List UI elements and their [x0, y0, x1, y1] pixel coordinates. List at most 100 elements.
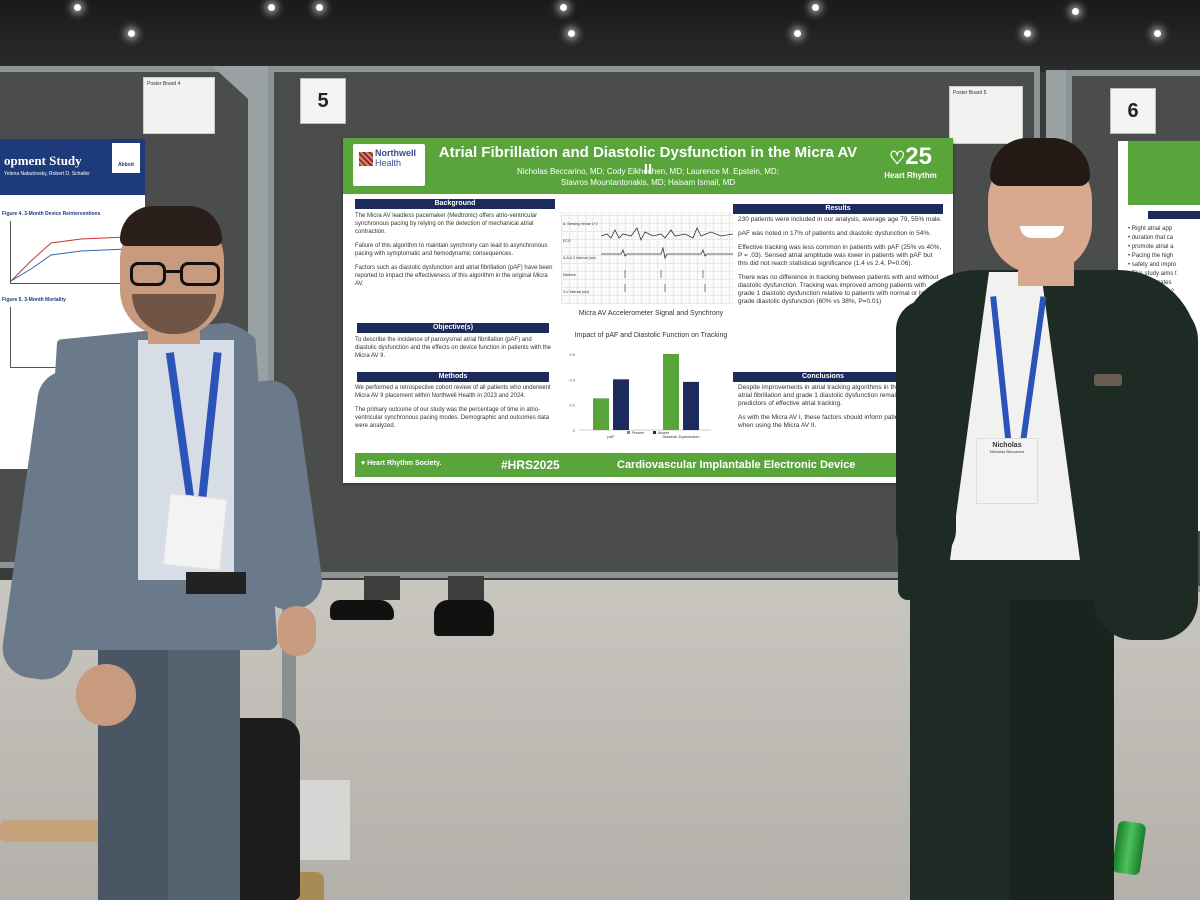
left-poster-chart	[10, 221, 128, 284]
left-person-hair	[120, 206, 222, 246]
glasses-lens	[180, 262, 220, 286]
legend-label: Present	[632, 431, 644, 435]
bar-paf-present	[593, 398, 609, 430]
right-person-smile	[1020, 226, 1064, 238]
conclusions-heading: Conclusions	[733, 372, 913, 382]
board-number-6: 6	[1110, 88, 1156, 134]
poster-authors: Nicholas Beccarino, MD; Cody Elkhechen, …	[517, 167, 779, 187]
ceiling-light	[794, 30, 801, 37]
conclusions-text: Despite improvements in atrial tracking …	[738, 384, 935, 429]
left-person-belt	[186, 572, 246, 594]
ceiling-light	[128, 30, 135, 37]
right-poster-line: • duration that ca	[1128, 235, 1174, 241]
objectives-heading: Objective(s)	[357, 323, 549, 333]
legend-swatch	[627, 431, 630, 434]
ecg-label: ECG	[563, 239, 571, 243]
figure1-caption: Micra AV Accelerometer Signal and Synchr…	[578, 310, 724, 317]
cardboard-tube	[0, 820, 104, 842]
ecg-label: V-V Interval (ms)	[563, 290, 590, 294]
left-poster-figure-label: Figure 4. 3-Month Device Reinterventions	[2, 211, 101, 217]
ceiling-light	[268, 4, 275, 11]
right-person-arm	[896, 300, 956, 560]
ceiling-light	[1072, 8, 1079, 15]
methods-text: We performed a retrospective cohort revi…	[355, 385, 551, 429]
accelerometer-ecg-figure: A. Sensing Vector 1+2 ECG A-A & V Interval…	[561, 212, 733, 304]
background-text: The Micra AV leadless pacemaker (Medtron…	[355, 213, 553, 287]
glasses-lens	[130, 262, 166, 286]
poster-board-card: Poster Board 5	[949, 86, 1023, 144]
bar-category-label: Diastolic Dysfunction	[662, 434, 699, 439]
poster-footer: ♥ Heart Rhythm Society. #HRS2025 Cardiov…	[355, 453, 941, 477]
ecg-label: A. Sensing Vector 1+2	[563, 222, 598, 226]
northwell-logo: Northwell Health	[353, 144, 425, 186]
ceiling-light	[316, 4, 323, 11]
ceiling	[0, 0, 1200, 72]
left-poster-title: opment Study	[4, 153, 82, 168]
bar-diastolic-dysfunction-absent	[683, 381, 699, 430]
poster-title: Atrial Fibrillation and Diastolic Dysfun…	[438, 144, 858, 178]
left-poster-chart-lines	[10, 236, 128, 282]
ceiling-light	[74, 4, 81, 11]
right-poster-line: • safety and impro	[1128, 262, 1177, 268]
poster-board-card: Poster Board 4	[143, 77, 215, 134]
bar-y-tick: 0.6	[569, 352, 575, 357]
footer-track: Cardiovascular Implantable Electronic De…	[617, 459, 856, 471]
bar-diastolic-dysfunction-present	[663, 354, 679, 430]
tracking-bar-chart: 0.6 0.4 0.2 0 pAF Diastolic Dysfunction Presen…	[569, 352, 711, 439]
bar-y-tick: 0	[573, 428, 576, 433]
ecg-label: A-A & V Interval (ms)	[563, 256, 596, 260]
pocket-square	[1094, 374, 1122, 386]
ceiling-light	[812, 4, 819, 11]
left-person-badge	[162, 493, 228, 571]
right-person-badge: Nicholas Nicholas Beccarino	[976, 438, 1038, 504]
main-poster: Northwell Health Atrial Fibrillation and…	[343, 138, 953, 483]
ecg-label: Markers	[563, 273, 576, 277]
right-poster-section-head	[1148, 211, 1200, 219]
right-poster-line: • This study aims t	[1128, 271, 1177, 277]
ceiling-light	[1024, 30, 1031, 37]
results-heading: Results	[733, 204, 943, 214]
ceiling-light	[568, 30, 575, 37]
bar-paf-absent	[613, 379, 629, 430]
ecg-labels: A. Sensing Vector 1+2 ECG A-A & V Interval…	[563, 216, 603, 301]
person-behind-legs	[364, 576, 400, 600]
bar-y-tick: 0.4	[569, 377, 575, 382]
shoe	[434, 600, 494, 636]
stand-foot	[300, 780, 350, 860]
heart-rhythm-logo: ♡25 Heart Rhythm	[873, 143, 948, 181]
heart-rhythm-society: ♥ Heart Rhythm Society.	[361, 460, 442, 467]
northwell-logo-mark	[359, 152, 373, 166]
left-poster-authors: Yelena Nabutovsky, Robert D. Schaller	[4, 171, 90, 177]
left-person-hand	[76, 664, 136, 726]
right-poster-line: • Right atrial app	[1128, 226, 1173, 232]
bar-category-label: pAF	[607, 434, 615, 439]
footer-hashtag: #HRS2025	[501, 458, 560, 472]
ecg-traces	[601, 227, 733, 292]
left-person-leg	[98, 600, 168, 900]
right-poster-line: • Pacing the high	[1128, 253, 1174, 259]
objectives-text: To describe the incidence of paroxysmal …	[355, 337, 552, 359]
left-person-hand	[278, 606, 316, 656]
left-person-leg	[168, 600, 240, 900]
background-heading: Background	[355, 199, 555, 209]
ceiling-light	[1154, 30, 1161, 37]
results-text: 230 patients were included in our analys…	[738, 216, 942, 305]
shoe	[330, 600, 394, 620]
heart-icon: ♥	[361, 460, 368, 467]
bar-y-tick: 0.2	[569, 403, 575, 408]
left-poster-figure-label: Figure 5. 3-Month Mortality	[2, 297, 66, 303]
right-person-leg	[910, 560, 1010, 900]
abbott-logo: Abbott	[112, 143, 140, 173]
right-poster-header	[1128, 141, 1200, 205]
board-number-5: 5	[300, 78, 346, 124]
right-poster-line: • promote atrial a	[1128, 244, 1174, 250]
legend-swatch	[653, 431, 656, 434]
glasses-bridge	[166, 270, 180, 273]
legend-label: Absent	[658, 431, 669, 435]
ceiling-light	[560, 4, 567, 11]
heart-rhythm-25: ♡25	[889, 143, 932, 170]
poster-header	[343, 138, 953, 194]
methods-heading: Methods	[357, 372, 549, 382]
right-person-arm	[1094, 300, 1198, 640]
right-person-hair	[990, 138, 1090, 186]
